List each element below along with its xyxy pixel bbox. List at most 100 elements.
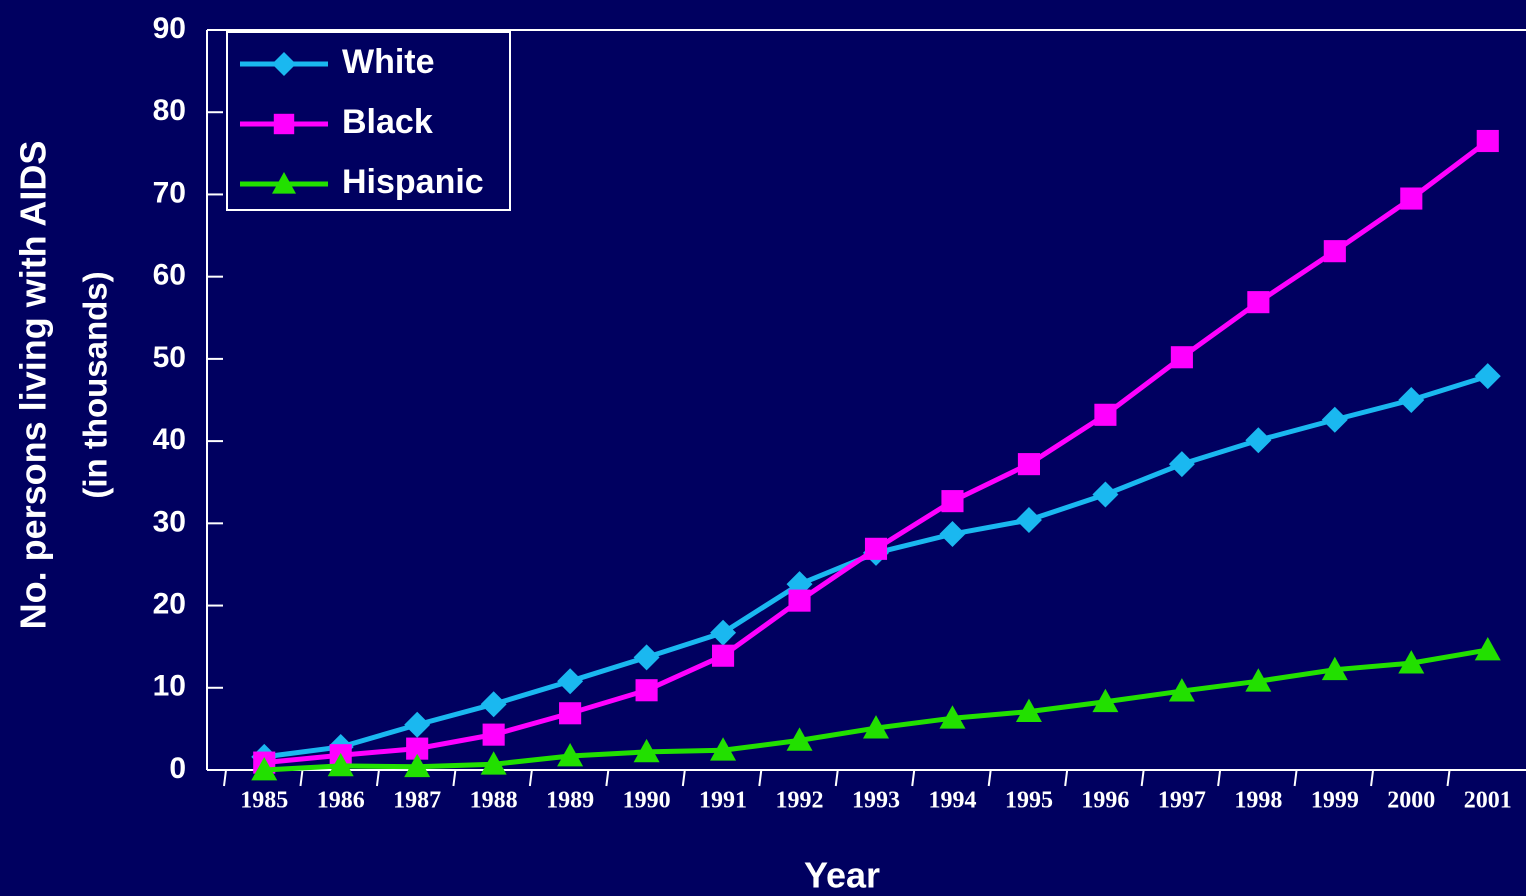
y-tick-label: 80	[153, 94, 186, 127]
x-tick-label: 1987	[393, 788, 441, 814]
x-tick-label: 1996	[1081, 788, 1129, 814]
marker	[1321, 656, 1348, 681]
marker	[406, 737, 429, 760]
marker	[1245, 427, 1272, 454]
x-tick-label: 1990	[623, 788, 671, 814]
marker	[557, 743, 584, 767]
marker	[1015, 507, 1042, 534]
marker	[710, 737, 737, 761]
x-tick-label: 1986	[317, 788, 365, 814]
marker	[1476, 129, 1499, 153]
marker	[1400, 187, 1423, 210]
marker	[1245, 668, 1272, 692]
x-tick	[1446, 769, 1451, 787]
marker	[1321, 406, 1348, 433]
x-tick	[223, 769, 227, 787]
x-tick	[299, 769, 304, 787]
x-tick	[1140, 769, 1145, 787]
x-tick-label: 1998	[1234, 788, 1282, 814]
marker	[272, 172, 296, 194]
marker	[327, 752, 354, 777]
marker	[480, 691, 507, 718]
x-tick	[987, 769, 992, 787]
x-tick	[681, 769, 686, 787]
y-axis-label: No. persons living with AIDS	[13, 141, 54, 630]
marker	[633, 644, 660, 671]
marker	[559, 702, 582, 725]
x-tick-label: 1995	[1005, 788, 1053, 814]
y-tick-label: 90	[153, 12, 186, 45]
marker	[404, 711, 431, 738]
x-tick	[452, 769, 457, 787]
marker	[1092, 688, 1119, 713]
marker	[635, 679, 658, 702]
marker	[710, 619, 737, 646]
y-tick-label: 0	[169, 752, 186, 785]
marker	[1094, 403, 1117, 426]
series-line	[264, 647, 1489, 773]
marker	[1017, 453, 1040, 476]
marker	[788, 589, 811, 612]
x-tick	[834, 769, 839, 787]
x-tick-label: 1997	[1158, 788, 1206, 814]
x-tick	[375, 769, 380, 787]
marker	[864, 537, 888, 560]
x-tick-label: 1993	[852, 788, 900, 814]
y-tick-label: 60	[153, 259, 186, 292]
marker	[273, 113, 295, 135]
x-tick-label: 1994	[928, 788, 976, 814]
marker	[939, 705, 966, 729]
x-tick-label: 1988	[470, 788, 518, 814]
marker	[1398, 650, 1425, 674]
marker	[1323, 240, 1346, 263]
marker	[1474, 636, 1501, 661]
marker	[633, 738, 660, 763]
x-tick-label: 1999	[1311, 788, 1359, 814]
x-tick-label: 2000	[1387, 788, 1435, 814]
marker	[939, 521, 966, 548]
marker	[1015, 698, 1042, 723]
marker	[1398, 387, 1425, 413]
marker	[1247, 291, 1270, 314]
marker	[863, 715, 889, 739]
marker	[941, 490, 964, 513]
x-tick-label: 1989	[546, 788, 594, 814]
x-tick-label: 1992	[776, 788, 824, 814]
x-tick	[1293, 769, 1298, 787]
x-tick	[605, 769, 610, 787]
y-tick-label: 10	[153, 670, 186, 703]
marker	[1474, 363, 1501, 390]
marker	[712, 644, 735, 667]
x-axis-label: Year	[804, 855, 880, 896]
y-tick-label: 40	[153, 423, 186, 456]
series-line	[263, 373, 1489, 760]
marker	[272, 52, 296, 76]
legend-label: Black	[342, 103, 433, 141]
marker	[1170, 346, 1193, 369]
x-tick-label: 1985	[240, 788, 288, 814]
y-axis-label-sub: (in thousands)	[77, 271, 114, 498]
marker	[1168, 451, 1195, 478]
marker	[786, 727, 813, 751]
x-tick	[1370, 769, 1375, 787]
marker	[480, 751, 507, 775]
x-tick-label: 1991	[699, 788, 747, 814]
x-tick	[758, 769, 763, 787]
legend-label: White	[342, 43, 435, 81]
y-tick-label: 20	[153, 587, 186, 620]
x-tick	[528, 769, 533, 787]
y-tick-label: 50	[153, 341, 186, 374]
x-tick	[1217, 769, 1222, 787]
marker	[1092, 481, 1119, 508]
marker	[251, 757, 278, 781]
y-tick-label: 70	[153, 176, 186, 209]
marker	[557, 668, 584, 695]
x-tick-label: 2001	[1464, 788, 1512, 814]
y-tick-label: 30	[153, 505, 186, 538]
marker	[1168, 678, 1195, 702]
series-line	[263, 139, 1490, 766]
marker	[482, 723, 505, 746]
x-tick	[911, 769, 916, 787]
